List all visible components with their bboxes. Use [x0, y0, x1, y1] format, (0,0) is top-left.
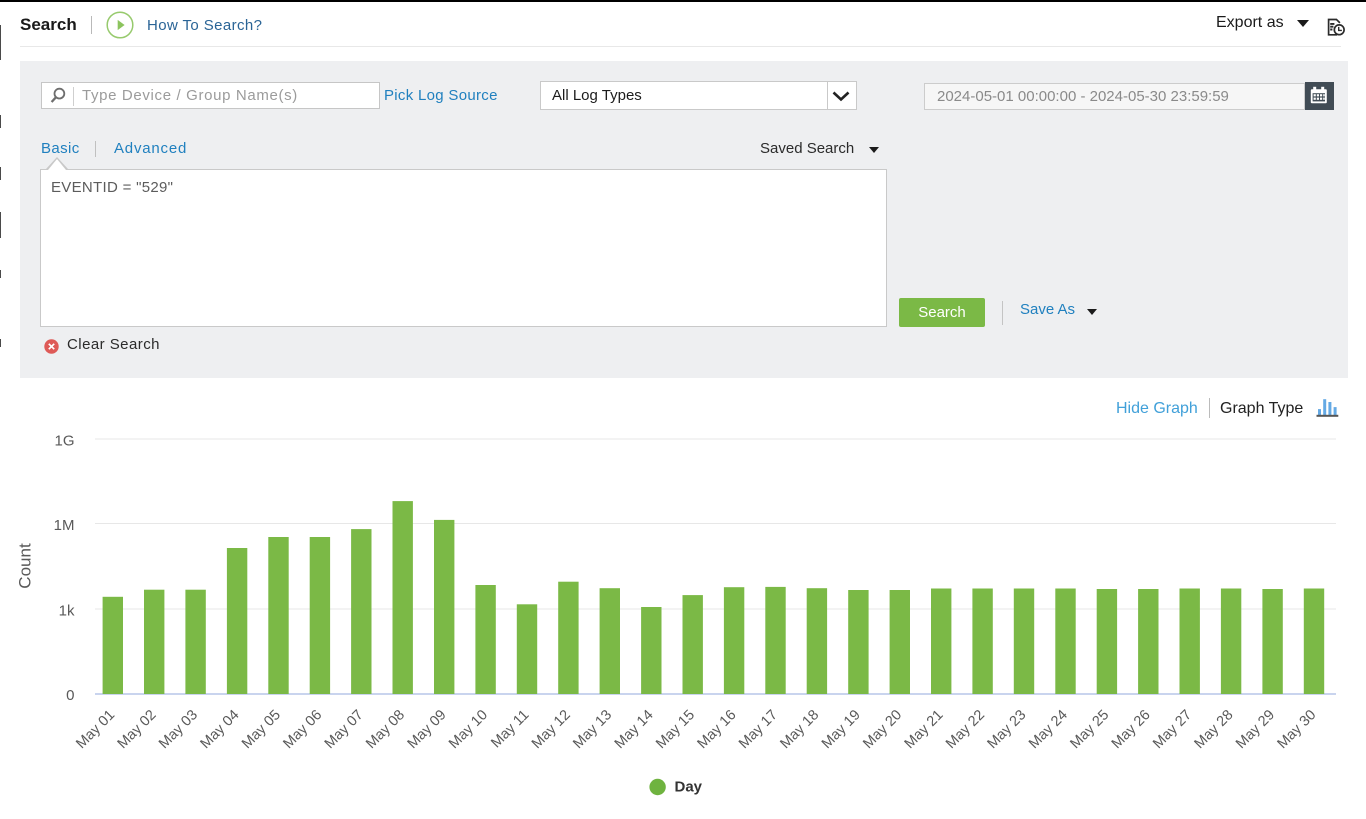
svg-text:May 25: May 25: [1067, 707, 1112, 752]
svg-text:1k: 1k: [59, 603, 75, 620]
svg-text:May 06: May 06: [280, 707, 325, 752]
svg-text:May 04: May 04: [198, 707, 243, 752]
svg-text:May 26: May 26: [1109, 707, 1154, 752]
svg-text:May 20: May 20: [860, 707, 905, 752]
svg-text:May 10: May 10: [446, 707, 491, 752]
svg-text:May 29: May 29: [1233, 707, 1278, 752]
svg-text:Day: Day: [675, 779, 703, 796]
svg-text:May 18: May 18: [777, 707, 822, 752]
svg-text:1M: 1M: [54, 517, 75, 534]
svg-text:May 22: May 22: [943, 707, 988, 752]
svg-text:May 27: May 27: [1150, 707, 1195, 752]
svg-text:May 21: May 21: [902, 707, 947, 752]
svg-text:May 16: May 16: [695, 707, 740, 752]
svg-text:May 09: May 09: [405, 707, 450, 752]
svg-text:May 01: May 01: [73, 707, 118, 752]
svg-text:May 11: May 11: [488, 707, 532, 751]
svg-text:May 14: May 14: [612, 707, 657, 752]
svg-text:1G: 1G: [54, 433, 74, 450]
svg-text:May 07: May 07: [322, 707, 367, 752]
svg-text:May 30: May 30: [1274, 707, 1319, 752]
svg-text:May 12: May 12: [529, 707, 574, 752]
svg-text:May 02: May 02: [115, 707, 160, 752]
svg-text:May 19: May 19: [819, 707, 864, 752]
svg-text:May 17: May 17: [736, 707, 781, 752]
svg-text:May 08: May 08: [363, 707, 408, 752]
svg-text:May 28: May 28: [1192, 707, 1237, 752]
svg-text:May 13: May 13: [570, 707, 615, 752]
svg-text:May 03: May 03: [156, 707, 201, 752]
svg-text:May 15: May 15: [653, 707, 698, 752]
svg-text:0: 0: [66, 687, 74, 704]
svg-text:May 23: May 23: [984, 707, 1029, 752]
svg-text:May 24: May 24: [1026, 707, 1071, 752]
svg-text:Count: Count: [16, 543, 35, 589]
svg-text:May 05: May 05: [239, 707, 284, 752]
